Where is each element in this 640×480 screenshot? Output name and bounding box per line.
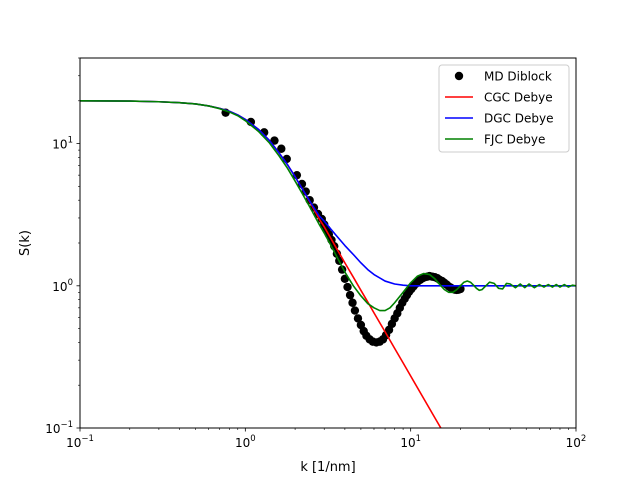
- x-tick-label-base: 10: [400, 436, 415, 450]
- y-tick-label-base: 10: [52, 280, 67, 294]
- legend-marker-md-diblock: [454, 71, 464, 81]
- md-diblock-point: [350, 306, 360, 315]
- md-diblock-point: [270, 136, 279, 145]
- y-tick-label-exponent: 0: [68, 278, 73, 288]
- legend-label-md-diblock: MD Diblock: [484, 70, 552, 84]
- x-tick-label-exponent: 2: [581, 434, 586, 444]
- y-tick-label: 101: [52, 136, 73, 152]
- md-diblock-point: [343, 282, 352, 292]
- md-diblock-point: [353, 314, 363, 323]
- x-tick-label-base: 10: [566, 436, 581, 450]
- x-tick-label: 101: [400, 434, 421, 450]
- x-tick-label-base: 10: [66, 436, 81, 450]
- legend-frame: [438, 64, 570, 153]
- y-tick-label-exponent: −1: [60, 420, 73, 430]
- md-diblock-point: [348, 298, 357, 307]
- y-tick-label: 100: [52, 278, 73, 294]
- x-tick-label: 10−1: [66, 434, 94, 450]
- y-axis-label: S(k): [18, 230, 33, 256]
- legend-label-cgc-debye: CGC Debye: [484, 91, 553, 105]
- y-tick-label-exponent: 1: [68, 136, 73, 146]
- x-tick-label-exponent: 1: [416, 434, 421, 444]
- fjc-debye-line: [80, 100, 576, 312]
- x-tick-label: 102: [566, 434, 587, 450]
- x-tick-label: 100: [235, 434, 256, 450]
- md-diblock-point: [277, 144, 286, 153]
- x-axis-label: k [1/nm]: [300, 460, 355, 475]
- series-layer: [80, 100, 576, 428]
- y-tick-label-base: 10: [52, 138, 67, 152]
- legend-label-fjc-debye: FJC Debye: [484, 133, 545, 147]
- legend: MD Diblock CGC Debye DGC Debye FJC Debye: [438, 64, 570, 153]
- md-diblock-point: [345, 290, 355, 300]
- legend-label-dgc-debye: DGC Debye: [484, 112, 553, 126]
- x-tick-label-exponent: 0: [250, 434, 255, 444]
- y-tick-label: 10−1: [45, 420, 73, 436]
- y-tick-label-base: 10: [45, 422, 60, 436]
- x-tick-label-base: 10: [235, 436, 250, 450]
- md-diblock-point: [301, 187, 310, 196]
- x-tick-label-exponent: −1: [81, 434, 94, 444]
